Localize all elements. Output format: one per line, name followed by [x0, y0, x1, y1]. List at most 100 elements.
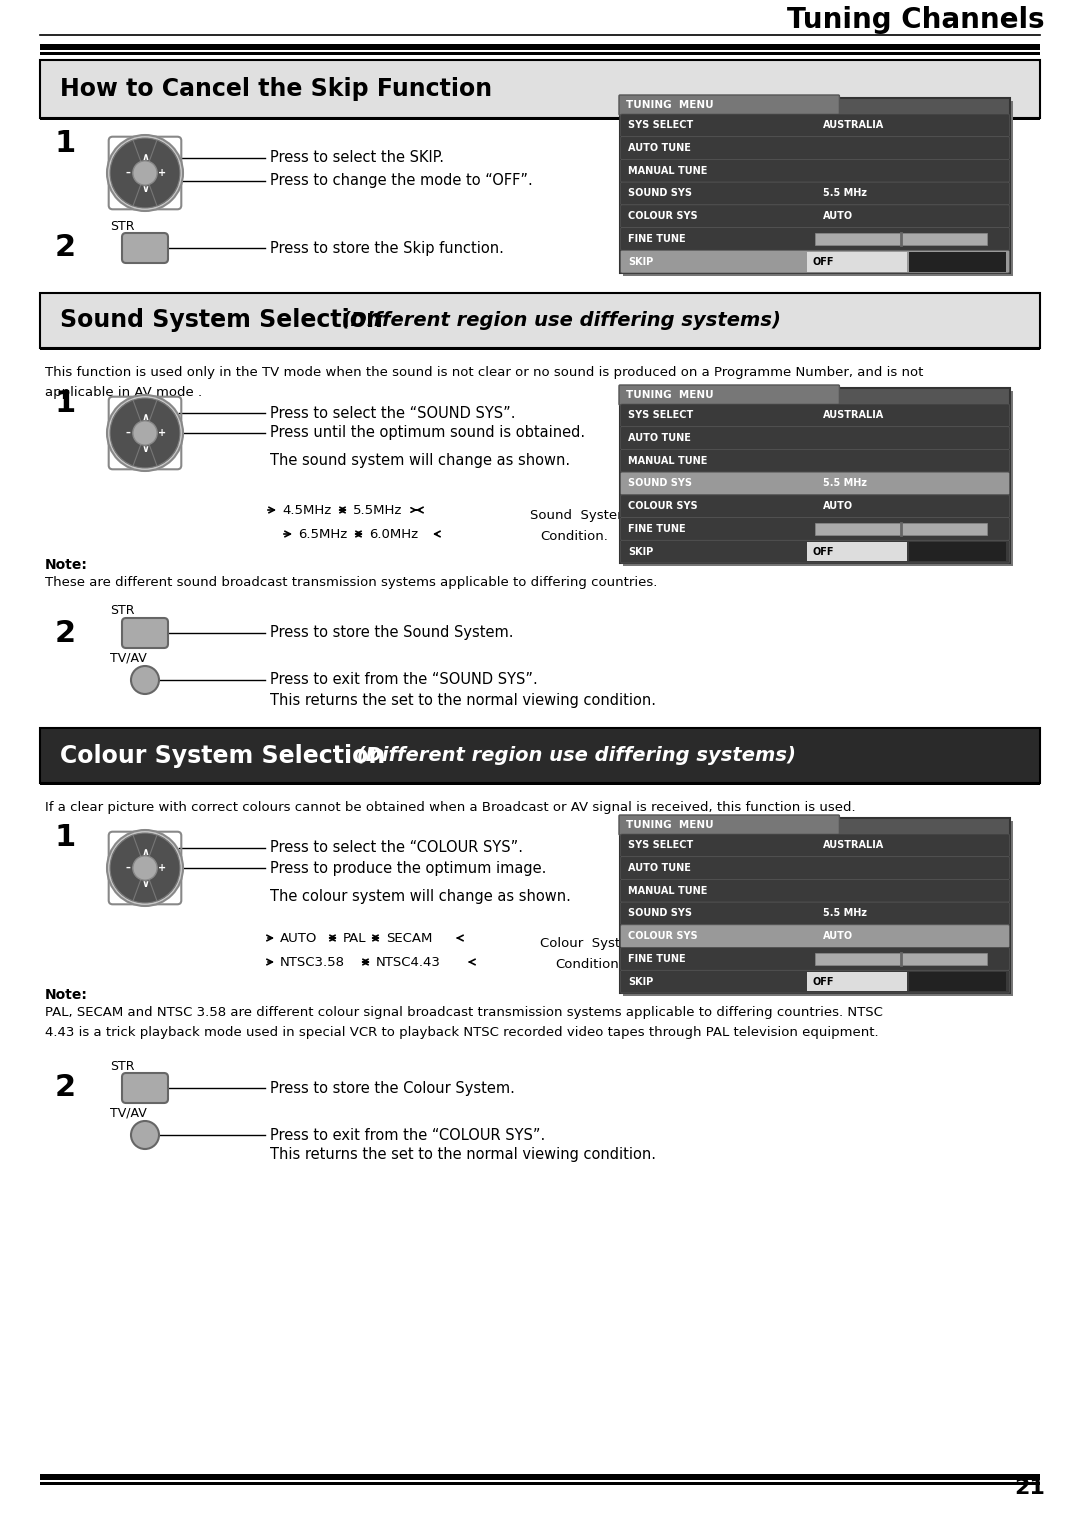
- Text: 5.5 MHz: 5.5 MHz: [823, 188, 867, 199]
- Text: 1: 1: [55, 824, 77, 853]
- Text: OFF: OFF: [812, 257, 834, 267]
- Text: +: +: [159, 168, 166, 177]
- Bar: [40, 44, 1040, 50]
- FancyBboxPatch shape: [122, 232, 168, 263]
- Bar: [908, 972, 1005, 992]
- Text: NTSC4.43: NTSC4.43: [376, 955, 441, 969]
- FancyBboxPatch shape: [621, 159, 1010, 182]
- Text: Press to change the mode to “OFF”.: Press to change the mode to “OFF”.: [270, 174, 532, 188]
- FancyBboxPatch shape: [621, 947, 1010, 970]
- Text: SYS SELECT: SYS SELECT: [627, 840, 693, 851]
- Text: 5.5 MHz: 5.5 MHz: [823, 478, 867, 489]
- Circle shape: [133, 420, 158, 445]
- Text: PAL, SECAM and NTSC 3.58 are different colour signal broadcast transmission syst: PAL, SECAM and NTSC 3.58 are different c…: [45, 1005, 882, 1039]
- FancyBboxPatch shape: [621, 924, 1010, 947]
- Text: AUSTRALIA: AUSTRALIA: [823, 411, 885, 420]
- Text: COLOUR SYS: COLOUR SYS: [627, 501, 698, 512]
- Bar: [40, 118, 1040, 121]
- Wedge shape: [110, 836, 145, 902]
- Text: 2: 2: [55, 234, 76, 263]
- FancyBboxPatch shape: [621, 857, 1010, 880]
- FancyBboxPatch shape: [621, 136, 1010, 159]
- Bar: [40, 60, 1040, 118]
- Text: Press to select the “SOUND SYS”.: Press to select the “SOUND SYS”.: [270, 405, 515, 420]
- FancyBboxPatch shape: [621, 495, 1010, 518]
- Text: ∧: ∧: [141, 847, 149, 857]
- Text: Press to store the Sound System.: Press to store the Sound System.: [270, 625, 513, 640]
- Bar: [40, 727, 1040, 782]
- Text: Press to select the SKIP.: Press to select the SKIP.: [270, 150, 444, 165]
- FancyBboxPatch shape: [621, 251, 1010, 274]
- Text: Note:: Note:: [45, 989, 87, 1002]
- Text: Press to store the Skip function.: Press to store the Skip function.: [270, 240, 504, 255]
- Wedge shape: [112, 397, 178, 432]
- Text: STR: STR: [110, 605, 135, 617]
- Text: AUSTRALIA: AUSTRALIA: [823, 840, 885, 851]
- FancyBboxPatch shape: [621, 472, 1010, 495]
- Text: SYS SELECT: SYS SELECT: [627, 411, 693, 420]
- Bar: [620, 98, 1010, 274]
- Text: Press to select the “COLOUR SYS”.: Press to select the “COLOUR SYS”.: [270, 840, 523, 856]
- Text: SYS SELECT: SYS SELECT: [627, 121, 693, 130]
- Text: AUTO TUNE: AUTO TUNE: [627, 144, 691, 153]
- Text: Press until the optimum sound is obtained.: Press until the optimum sound is obtaine…: [270, 425, 585, 440]
- Text: ∨: ∨: [141, 183, 149, 194]
- Text: This function is used only in the TV mode when the sound is not clear or no soun: This function is used only in the TV mod…: [45, 367, 923, 399]
- FancyBboxPatch shape: [621, 902, 1010, 924]
- Text: Sound  System: Sound System: [530, 509, 630, 523]
- Text: AUTO: AUTO: [823, 211, 853, 222]
- Text: 1: 1: [55, 388, 77, 417]
- Text: FINE TUNE: FINE TUNE: [627, 524, 686, 533]
- FancyBboxPatch shape: [621, 518, 1010, 541]
- Text: 6.0MHz: 6.0MHz: [369, 527, 418, 541]
- FancyBboxPatch shape: [619, 385, 839, 405]
- FancyBboxPatch shape: [122, 617, 168, 648]
- Text: AUTO: AUTO: [280, 932, 318, 944]
- Wedge shape: [145, 141, 180, 206]
- Text: AUTO TUNE: AUTO TUNE: [627, 863, 691, 872]
- Text: TV/AV: TV/AV: [110, 1106, 147, 1120]
- FancyBboxPatch shape: [619, 95, 839, 115]
- Text: MANUAL TUNE: MANUAL TUNE: [627, 886, 707, 895]
- Wedge shape: [112, 138, 178, 173]
- Text: Condition.: Condition.: [540, 530, 608, 542]
- FancyBboxPatch shape: [621, 834, 1010, 857]
- Bar: [815, 523, 987, 535]
- Bar: [807, 252, 906, 272]
- FancyBboxPatch shape: [619, 814, 839, 834]
- Bar: [40, 293, 1040, 348]
- Bar: [40, 52, 1040, 55]
- Text: Sound System Selection: Sound System Selection: [60, 309, 383, 333]
- Circle shape: [131, 666, 159, 694]
- Text: This returns the set to the normal viewing condition.: This returns the set to the normal viewi…: [270, 692, 656, 707]
- Text: SOUND SYS: SOUND SYS: [627, 188, 692, 199]
- Text: Press to store the Colour System.: Press to store the Colour System.: [270, 1080, 515, 1096]
- Bar: [623, 391, 1013, 565]
- Text: +: +: [159, 863, 166, 872]
- Wedge shape: [110, 400, 145, 466]
- Text: (Different region use differing systems): (Different region use differing systems): [350, 746, 796, 766]
- Text: Colour System Selection: Colour System Selection: [60, 744, 386, 767]
- FancyBboxPatch shape: [621, 426, 1010, 449]
- Text: Press to exit from the “SOUND SYS”.: Press to exit from the “SOUND SYS”.: [270, 672, 538, 688]
- FancyBboxPatch shape: [621, 541, 1010, 562]
- Text: TUNING  MENU: TUNING MENU: [626, 390, 714, 400]
- Bar: [815, 234, 987, 244]
- Text: STR: STR: [110, 1059, 135, 1073]
- FancyBboxPatch shape: [122, 1073, 168, 1103]
- Text: 21: 21: [1014, 1478, 1045, 1497]
- Bar: [620, 817, 1010, 993]
- Text: This returns the set to the normal viewing condition.: This returns the set to the normal viewi…: [270, 1148, 656, 1163]
- Circle shape: [131, 1122, 159, 1149]
- Text: AUTO: AUTO: [823, 501, 853, 512]
- Text: Note:: Note:: [45, 558, 87, 571]
- Text: FINE TUNE: FINE TUNE: [627, 953, 686, 964]
- Text: SOUND SYS: SOUND SYS: [627, 478, 692, 489]
- Text: COLOUR SYS: COLOUR SYS: [627, 931, 698, 941]
- Text: These are different sound broadcast transmission systems applicable to differing: These are different sound broadcast tran…: [45, 576, 658, 588]
- Text: OFF: OFF: [812, 976, 834, 987]
- Text: Press to exit from the “COLOUR SYS”.: Press to exit from the “COLOUR SYS”.: [270, 1128, 545, 1143]
- Bar: [620, 388, 1010, 562]
- Bar: [807, 542, 906, 561]
- Bar: [908, 542, 1005, 561]
